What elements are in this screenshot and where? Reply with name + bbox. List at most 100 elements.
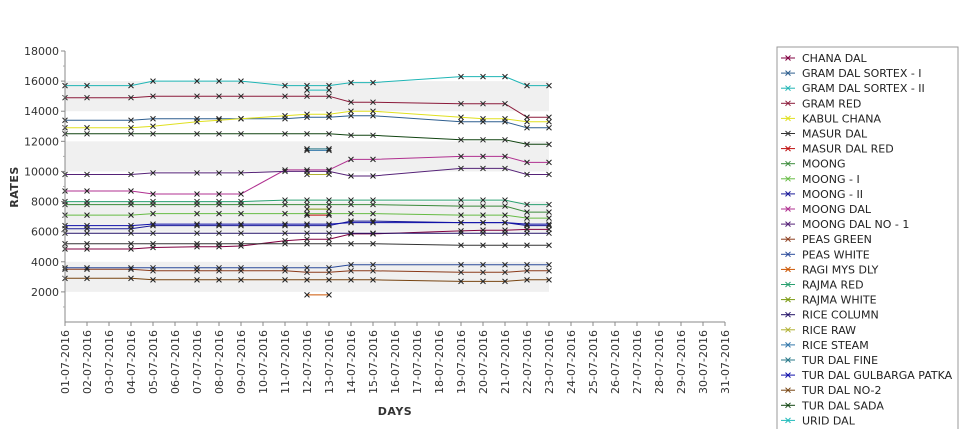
data-point (348, 108, 354, 115)
data-point (524, 171, 530, 178)
series-22 (62, 275, 552, 285)
data-point (150, 115, 156, 122)
data-point (502, 212, 508, 218)
data-point (216, 117, 222, 124)
data-point (282, 264, 288, 271)
data-point (370, 132, 376, 139)
y-tick-label: 10000 (24, 165, 59, 178)
data-point (480, 73, 486, 80)
series-5 (62, 240, 552, 249)
data-point (150, 170, 156, 176)
legend-item: MOONG - II (781, 188, 863, 201)
y-tick-label: 12000 (24, 135, 59, 148)
data-point (326, 87, 332, 93)
data-point (546, 141, 552, 148)
data-point (128, 171, 134, 178)
x-tick-label: 14-07-2016 (345, 330, 358, 394)
data-point (480, 136, 486, 143)
series-13 (62, 261, 552, 271)
legend: CHANA DAL GRAM DAL SORTEX - I GRAM DAL SOR… (776, 46, 959, 429)
x-tick-label: 22-07-2016 (521, 330, 534, 394)
x-tick-label: 31-07-2016 (719, 330, 732, 394)
legend-swatch-marker (785, 236, 791, 243)
data-point (502, 278, 508, 285)
data-point (458, 203, 464, 209)
data-point (502, 197, 508, 203)
legend-label: GRAM DAL SORTEX - II (802, 82, 925, 95)
legend-item: CHANA DAL (781, 52, 868, 65)
legend-item: PEAS GREEN (781, 233, 872, 246)
data-point (194, 118, 200, 125)
legend-swatch-marker (785, 206, 791, 212)
data-point (370, 276, 376, 283)
data-point (370, 267, 376, 274)
x-tick-label: 01-07-2016 (59, 330, 72, 394)
legend-item: GRAM RED (781, 97, 861, 110)
data-point (84, 275, 90, 282)
x-tick-label: 13-07-2016 (323, 330, 336, 394)
data-point (238, 240, 244, 247)
data-point (524, 159, 530, 166)
data-point (546, 215, 552, 221)
data-point (128, 94, 134, 101)
data-point (546, 82, 552, 89)
data-point (458, 153, 464, 160)
data-point (150, 240, 156, 247)
series-1 (62, 112, 552, 131)
data-point (458, 114, 464, 121)
data-point (150, 230, 156, 237)
legend-label: MASUR DAL (802, 128, 868, 141)
data-point (84, 124, 90, 131)
data-point (128, 188, 134, 194)
data-point (216, 130, 222, 137)
data-point (216, 191, 222, 197)
data-point (480, 197, 486, 203)
data-point (348, 99, 354, 106)
legend-swatch-marker (785, 402, 791, 409)
data-point (150, 123, 156, 130)
data-point (458, 197, 464, 203)
data-point (238, 115, 244, 122)
data-point (84, 188, 90, 194)
data-point (238, 210, 244, 217)
data-point (238, 191, 244, 197)
data-point (216, 198, 222, 205)
data-point (480, 203, 486, 209)
x-tick-label: 17-07-2016 (411, 330, 424, 394)
data-point (216, 210, 222, 217)
data-point (370, 79, 376, 86)
data-point (326, 264, 332, 271)
legend-label: MOONG DAL (802, 203, 872, 216)
data-point (282, 168, 288, 175)
data-point (84, 82, 90, 89)
data-point (216, 276, 222, 283)
data-point (326, 111, 332, 118)
legend-item: KABUL CHANA (781, 112, 881, 125)
data-point (304, 111, 310, 118)
data-point (238, 78, 244, 84)
data-point (480, 212, 486, 218)
x-tick-label: 08-07-2016 (213, 330, 226, 394)
series-18 (304, 171, 332, 178)
x-tick-label: 07-07-2016 (191, 330, 204, 394)
data-point (216, 230, 222, 237)
data-point (304, 210, 310, 217)
series-8 (62, 210, 552, 221)
x-tick-label: 30-07-2016 (697, 330, 710, 394)
grid-bands (65, 81, 549, 292)
data-point (480, 165, 486, 172)
data-point (304, 276, 310, 283)
data-point (480, 153, 486, 160)
data-point (326, 201, 332, 208)
data-point (524, 209, 530, 215)
legend-item: TUR DAL FINE (781, 354, 878, 367)
data-point (282, 82, 288, 89)
data-point (128, 230, 134, 237)
data-point (84, 130, 90, 137)
data-point (458, 212, 464, 218)
data-point (524, 267, 530, 274)
legend-label: TUR DAL NO-2 (801, 384, 882, 397)
data-point (304, 82, 310, 89)
series-15 (62, 197, 552, 208)
